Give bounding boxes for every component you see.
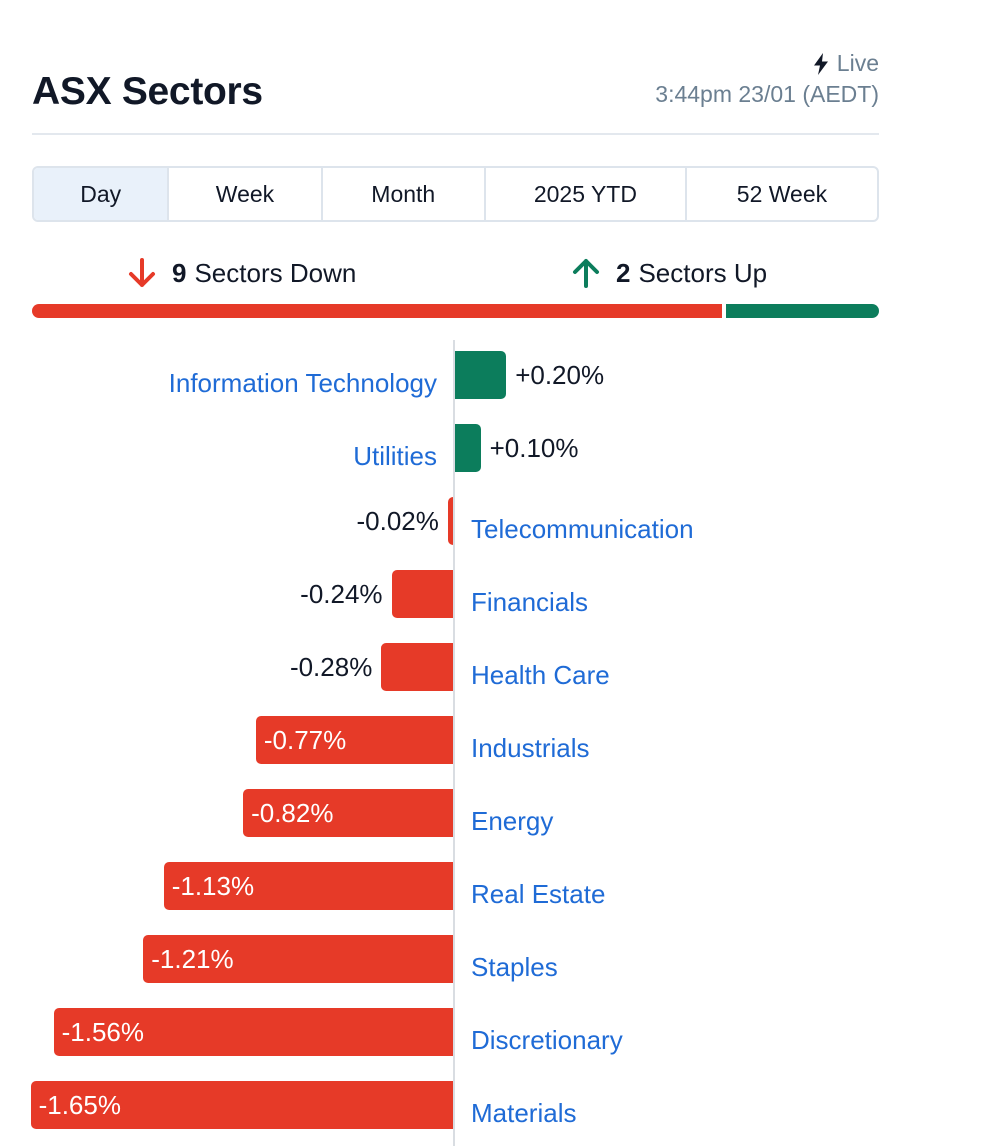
lightning-bolt-icon <box>813 52 828 75</box>
bar-materials <box>30 1081 453 1129</box>
bar-utilities <box>455 424 481 472</box>
asx-sectors-widget: ASX Sectors Live 3:44pm 23/01 (AEDT) Day… <box>30 0 879 1146</box>
sector-label-health-care[interactable]: Health Care <box>471 660 610 690</box>
bar-telecommunication <box>447 497 453 545</box>
bar-discretionary <box>53 1008 453 1056</box>
sector-label-discretionary[interactable]: Discretionary <box>471 1025 623 1055</box>
tab-week[interactable]: Week <box>169 168 323 220</box>
sector-label-staples[interactable]: Staples <box>471 952 558 982</box>
value-label-information-technology: +0.20% <box>515 360 605 390</box>
value-label-discretionary: -1.56% <box>61 1017 145 1047</box>
tab-52-week[interactable]: 52 Week <box>736 180 828 207</box>
value-label-staples: -1.21% <box>151 944 234 974</box>
value-label-health-care: -0.28% <box>289 652 373 682</box>
bar-information-technology <box>455 351 507 399</box>
ratio-bar-up <box>726 304 879 318</box>
zero-axis <box>453 340 455 1146</box>
widget-title: ASX Sectors <box>32 70 263 113</box>
arrow-up-icon <box>573 259 599 288</box>
sector-label-information-technology[interactable]: Information Technology <box>168 368 437 398</box>
sector-label-telecommunication[interactable]: Telecommunication <box>471 514 694 544</box>
value-label-utilities: +0.10% <box>489 433 579 463</box>
bar-industrials <box>255 716 453 764</box>
live-indicator: Live <box>813 50 879 77</box>
sector-label-financials[interactable]: Financials <box>471 587 589 617</box>
sectors-down-summary: 9 Sectors Down <box>126 253 356 293</box>
bar-staples <box>143 935 453 983</box>
sector-label-materials[interactable]: Materials <box>471 1098 577 1128</box>
timestamp: 3:44pm 23/01 (AEDT) <box>655 81 879 107</box>
ratio-bar-down <box>32 304 722 318</box>
bar-energy <box>243 789 453 837</box>
arrow-down-icon <box>129 258 155 287</box>
bar-real-estate <box>163 862 453 910</box>
sector-label-energy[interactable]: Energy <box>471 806 554 836</box>
value-label-industrials: -0.77% <box>263 725 347 755</box>
value-label-financials: -0.24% <box>300 579 383 609</box>
tab-day[interactable]: Day <box>34 168 170 220</box>
up-down-ratio-bar <box>32 304 879 318</box>
value-label-telecommunication: -0.02% <box>356 506 439 536</box>
sector-label-industrials[interactable]: Industrials <box>471 733 590 763</box>
live-label: Live <box>836 50 879 76</box>
sectors-up-count: 2 <box>616 257 631 288</box>
value-label-real-estate: -1.13% <box>171 871 255 901</box>
value-label-energy: -0.82% <box>251 798 334 828</box>
value-label-materials: -1.65% <box>38 1090 121 1120</box>
sector-label-utilities[interactable]: Utilities <box>353 441 437 471</box>
bar-financials <box>391 570 453 618</box>
sector-bar-chart: +0.20% Information Technology +0.10% Utilit… <box>30 340 879 1146</box>
tab-2025-ytd[interactable]: 2025 YTD <box>486 168 687 220</box>
bar-health-care <box>381 643 453 691</box>
tab-month[interactable]: Month <box>323 168 486 220</box>
sectors-up-summary: 2 Sectors Up <box>570 253 767 293</box>
sector-label-real-estate[interactable]: Real Estate <box>471 879 606 909</box>
period-tabs: Day Week Month 2025 YTD 52 Week <box>32 166 879 222</box>
widget-header: ASX Sectors Live 3:44pm 23/01 (AEDT) <box>32 0 879 135</box>
sectors-down-label: Sectors Down <box>194 257 357 288</box>
sectors-down-count: 9 <box>172 257 187 288</box>
sectors-up-label: Sectors Up <box>638 257 768 288</box>
